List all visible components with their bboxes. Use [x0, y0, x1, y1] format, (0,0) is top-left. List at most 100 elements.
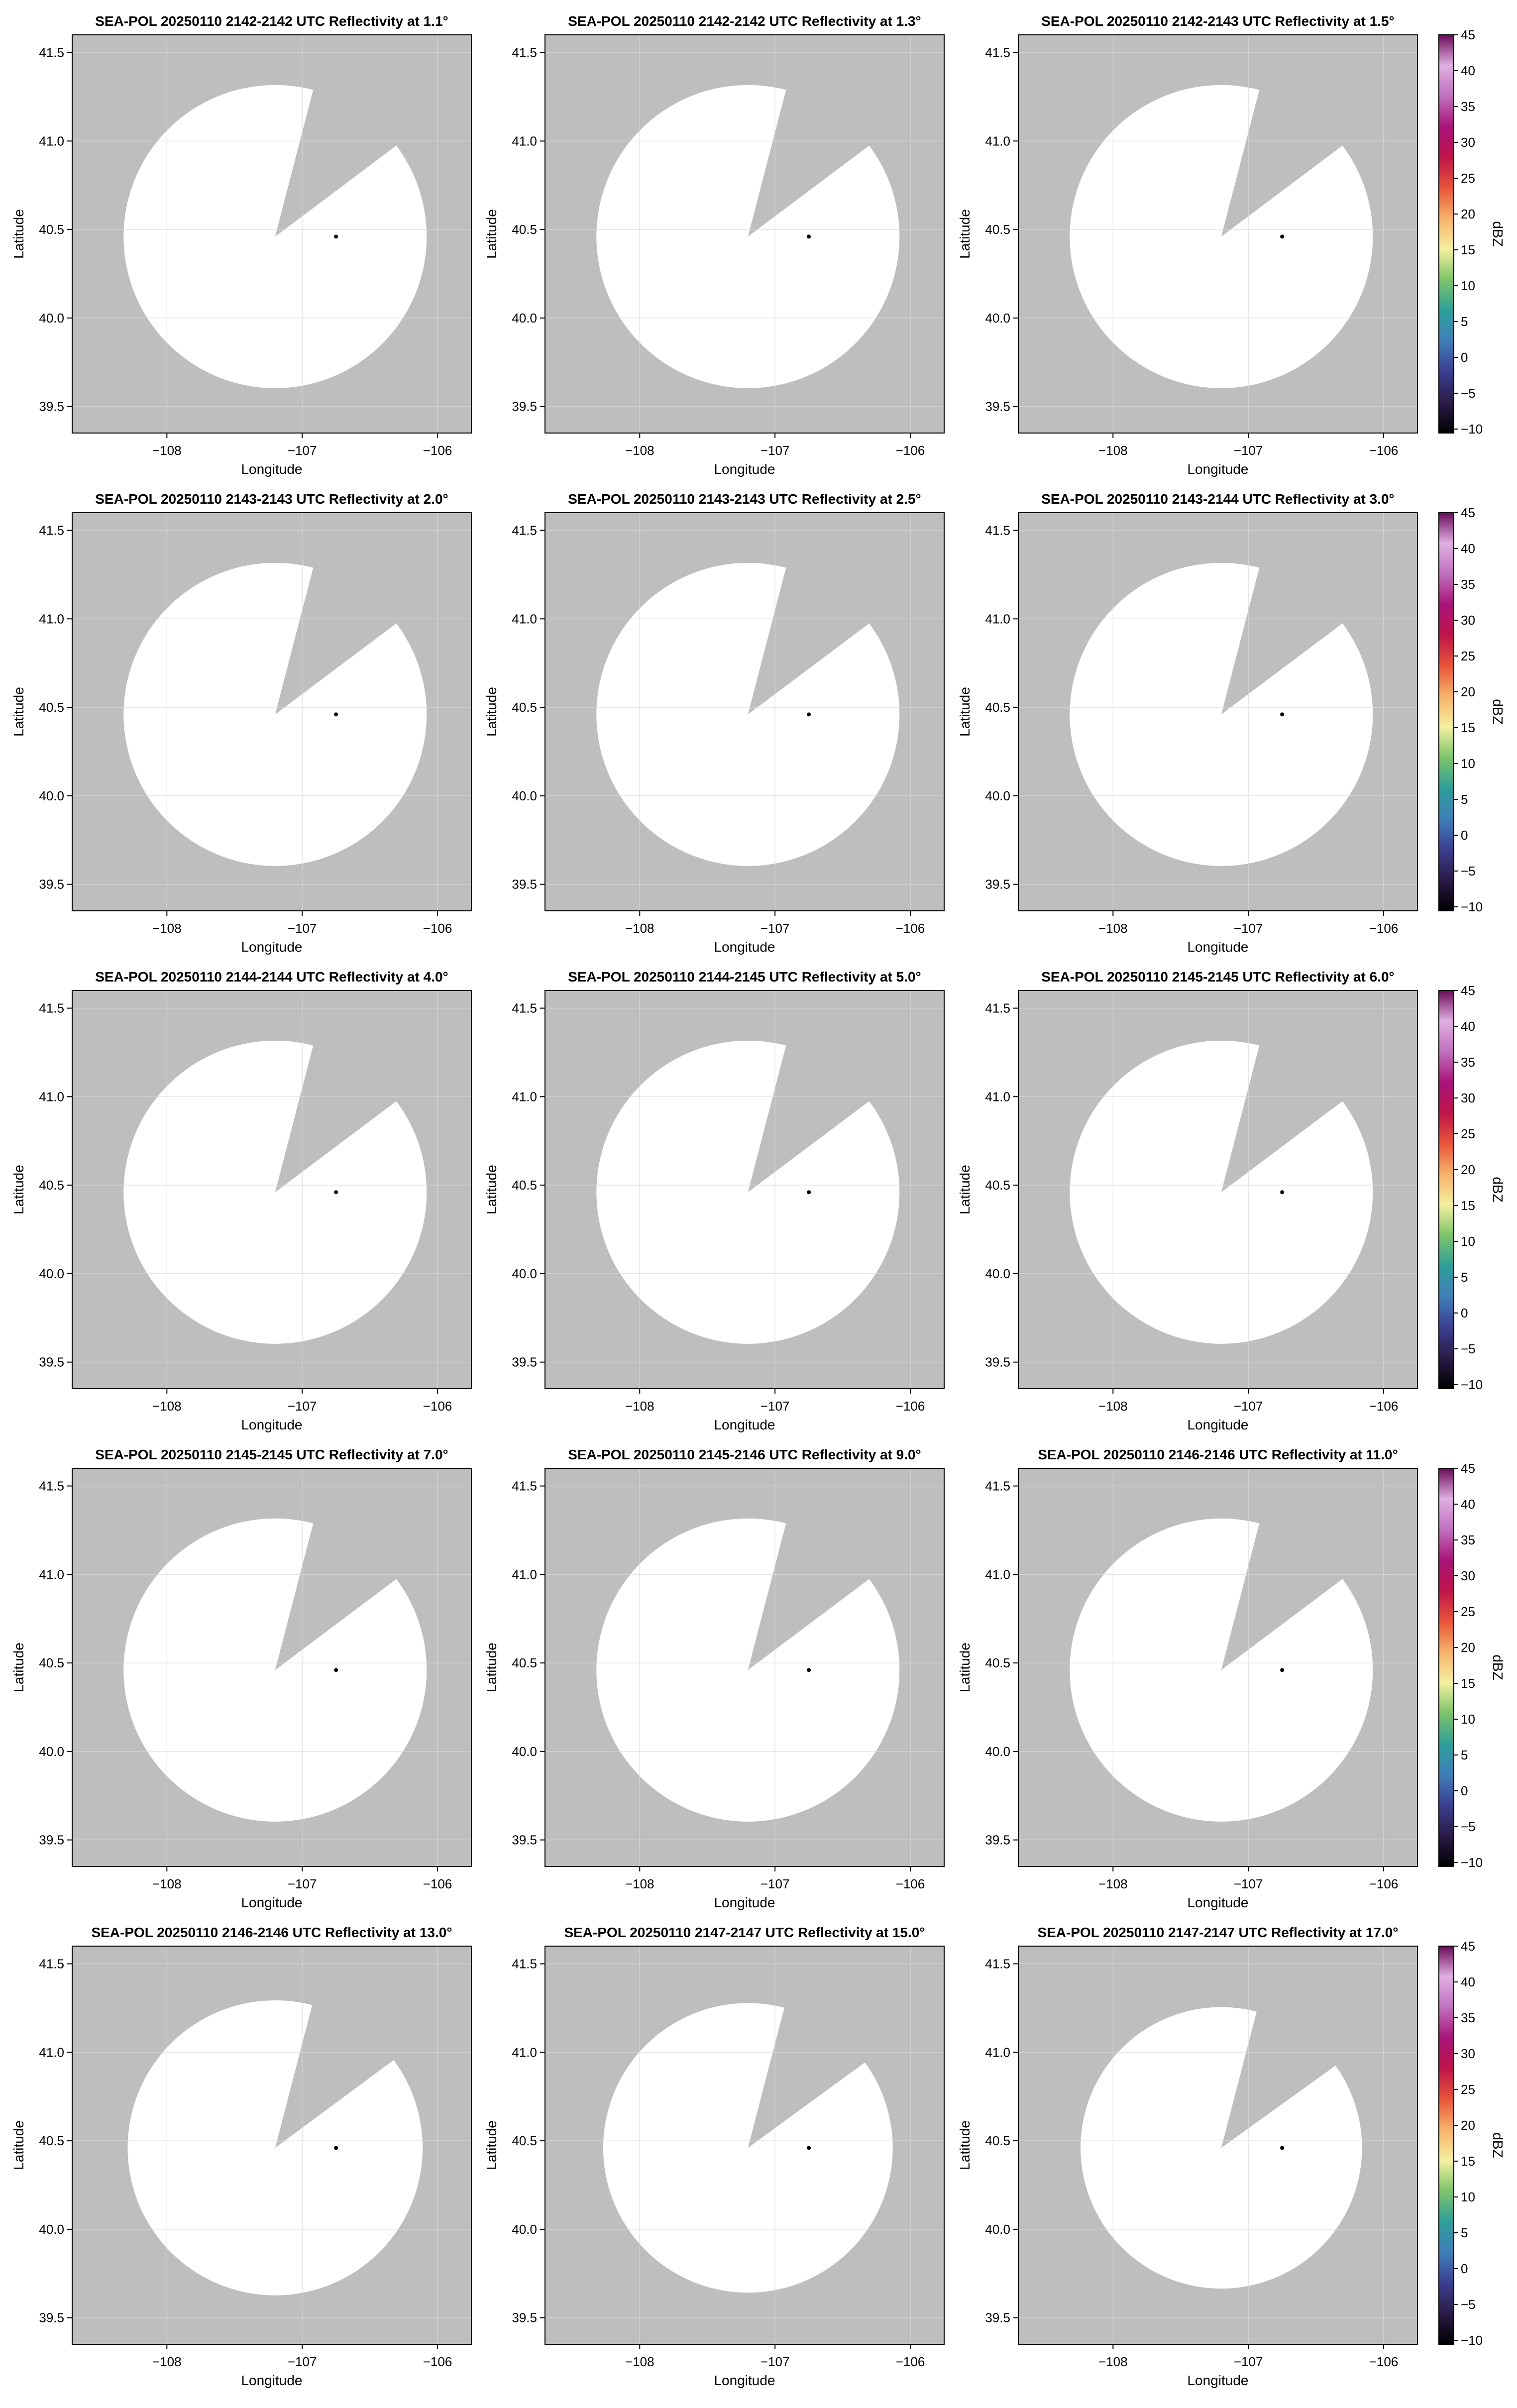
y-tick-label: 39.5 [985, 1355, 1010, 1370]
x-tick-label: −108 [625, 2354, 654, 2369]
radar-coverage-area [1081, 2007, 1362, 2289]
x-axis-label: Longitude [241, 461, 302, 477]
y-tick-label: 40.5 [512, 2133, 537, 2148]
x-tick-label: −106 [423, 921, 452, 936]
y-tick-label: 40.0 [39, 1744, 64, 1759]
x-tick-label: −106 [896, 443, 925, 458]
y-axis-label: Latitude [11, 1165, 26, 1214]
y-tick-label: 41.0 [512, 1089, 537, 1104]
panel-title: SEA-POL 20250110 2142-2142 UTC Reflectiv… [568, 13, 921, 29]
colorbar-tick-label: 5 [1461, 1748, 1468, 1762]
colorbar-tick-label: 35 [1461, 1532, 1475, 1547]
y-tick-label: 41.5 [39, 1957, 64, 1971]
y-axis-label: Latitude [11, 687, 26, 737]
y-tick-label: 39.5 [512, 1833, 537, 1848]
colorbar-tick-label: 10 [1461, 2189, 1475, 2204]
colorbar-tick-label: 30 [1461, 613, 1475, 628]
panel: −108 −107 −106 39.5 40.0 40.5 41.0 41.5 SEA-POL … [11, 969, 472, 1432]
x-tick-label: −108 [1098, 443, 1128, 458]
panel: −108 −107 −106 39.5 40.0 40.5 41.0 41.5 SEA-POL … [957, 13, 1506, 477]
colorbar-tick-label: 20 [1461, 207, 1475, 221]
y-tick-label: 41.0 [512, 2045, 537, 2060]
panel-title: SEA-POL 20250110 2147-2147 UTC Reflectiv… [1037, 1925, 1398, 1940]
panel-title: SEA-POL 20250110 2145-2146 UTC Reflectiv… [568, 1447, 921, 1462]
colorbar-gradient [1438, 1468, 1454, 1867]
y-tick-label: 41.5 [39, 45, 64, 60]
axes-frame [1018, 34, 1418, 434]
x-tick-label: −107 [760, 1399, 790, 1414]
axes-frame [544, 34, 945, 434]
axes-frame [1018, 1946, 1418, 2345]
colorbar-tick-label: 30 [1461, 135, 1475, 150]
y-tick-label: 40.5 [512, 1178, 537, 1193]
colorbar-tick-label: 0 [1461, 2261, 1468, 2276]
panel: −108 −107 −106 39.5 40.0 40.5 41.0 41.5 SEA-POL … [484, 1925, 945, 2388]
panel-title: SEA-POL 20250110 2144-2145 UTC Reflectiv… [568, 969, 921, 985]
y-tick-label: 40.5 [39, 1655, 64, 1670]
y-tick-label: 40.0 [39, 1266, 64, 1281]
x-tick-label: −107 [288, 1399, 317, 1414]
y-tick-label: 40.0 [985, 2222, 1010, 2237]
colorbar-tick-label: 20 [1461, 1162, 1475, 1177]
radar-site-marker [1280, 2146, 1285, 2150]
panel: −108 −107 −106 39.5 40.0 40.5 41.0 41.5 SEA-POL … [484, 969, 945, 1432]
y-tick-label: 40.0 [985, 1266, 1010, 1281]
colorbar-tick-label: 25 [1461, 1604, 1475, 1619]
colorbar-tick-label: 45 [1461, 27, 1475, 42]
x-tick-label: −107 [1234, 921, 1263, 936]
panel: −108 −107 −106 39.5 40.0 40.5 41.0 41.5 SEA-POL … [484, 491, 945, 955]
colorbar-tick-label: 25 [1461, 2082, 1475, 2097]
colorbar-tick-label: 35 [1461, 1055, 1475, 1070]
x-tick-label: −106 [1369, 1399, 1399, 1414]
radar-coverage-area [596, 1040, 900, 1344]
y-tick-label: 41.5 [512, 1001, 537, 1016]
y-tick-label: 40.0 [985, 1744, 1010, 1759]
colorbar-tick-label: 30 [1461, 1091, 1475, 1105]
x-tick-label: −108 [152, 1876, 182, 1891]
radar-coverage-area [596, 1518, 900, 1822]
x-tick-label: −106 [896, 2354, 925, 2369]
axes-frame [72, 1468, 472, 1867]
y-tick-label: 39.5 [985, 2310, 1010, 2325]
axes-frame [72, 990, 472, 1389]
y-tick-label: 40.0 [39, 311, 64, 326]
radar-site-marker [807, 234, 811, 239]
axes-frame [544, 512, 945, 911]
radar-coverage-area [123, 1518, 427, 1822]
x-tick-label: −106 [1369, 1876, 1399, 1891]
y-axis-label: Latitude [11, 2120, 26, 2170]
y-tick-label: 41.5 [985, 1001, 1010, 1016]
y-tick-label: 39.5 [985, 877, 1010, 892]
x-tick-label: −108 [625, 921, 654, 936]
y-axis-label: Latitude [11, 209, 26, 259]
y-tick-label: 39.5 [512, 2310, 537, 2325]
radar-coverage-area [596, 562, 900, 866]
colorbar-tick-label: 15 [1461, 1676, 1475, 1691]
colorbar-tick-label: 40 [1461, 1019, 1475, 1034]
colorbar-tick-label: 25 [1461, 649, 1475, 663]
x-tick-label: −107 [760, 443, 790, 458]
colorbar-tick-label: −10 [1461, 1855, 1483, 1870]
x-tick-label: −107 [760, 921, 790, 936]
colorbar-tick-label: 45 [1461, 1939, 1475, 1954]
radar-site-marker [334, 1668, 338, 1672]
radar-site-marker [807, 1668, 811, 1672]
colorbar-gradient [1438, 990, 1454, 1389]
y-axis-label: Latitude [484, 687, 499, 737]
y-tick-label: 40.0 [512, 2222, 537, 2237]
colorbar-label: dBZ [1490, 1177, 1506, 1202]
x-tick-label: −107 [288, 921, 317, 936]
y-tick-label: 41.0 [512, 611, 537, 626]
colorbar-tick-label: −10 [1461, 422, 1483, 437]
radar-site-marker [807, 2146, 811, 2150]
y-axis-label: Latitude [957, 687, 973, 737]
colorbar-tick-label: 0 [1461, 1306, 1468, 1320]
colorbar-tick-label: 30 [1461, 2046, 1475, 2061]
colorbar-tick-label: 35 [1461, 577, 1475, 592]
y-tick-label: 41.0 [39, 133, 64, 148]
radar-site-marker [334, 2146, 338, 2150]
panel-title: SEA-POL 20250110 2145-2145 UTC Reflectiv… [95, 1447, 448, 1462]
y-tick-label: 40.5 [985, 1178, 1010, 1193]
x-tick-label: −107 [1234, 2354, 1263, 2369]
